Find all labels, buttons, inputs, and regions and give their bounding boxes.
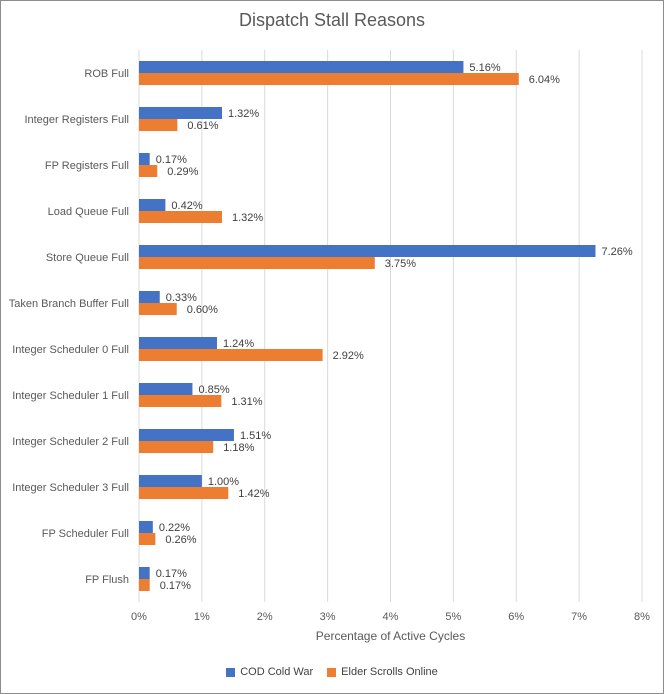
bar-cod bbox=[139, 567, 150, 579]
x-tick-label: 5% bbox=[445, 611, 461, 623]
data-label: 0.22% bbox=[159, 522, 190, 534]
bar-eso bbox=[139, 73, 519, 85]
data-label: 0.85% bbox=[198, 384, 229, 396]
x-tick-label: 0% bbox=[131, 611, 147, 623]
x-axis-label: Percentage of Active Cycles bbox=[315, 629, 466, 643]
category-label: FP Scheduler Full bbox=[42, 528, 129, 540]
bar-cod bbox=[139, 199, 166, 211]
bar-eso bbox=[139, 349, 323, 361]
legend-item-eso: Elder Scrolls Online bbox=[327, 666, 438, 678]
x-tick-label: 1% bbox=[194, 611, 210, 623]
bar-cod bbox=[139, 107, 222, 119]
bar-eso bbox=[139, 303, 177, 315]
bar-cod bbox=[139, 383, 193, 395]
x-tick-label: 3% bbox=[320, 611, 336, 623]
x-tick-label: 6% bbox=[508, 611, 524, 623]
data-label: 0.61% bbox=[187, 120, 218, 132]
data-label: 0.17% bbox=[156, 568, 187, 580]
data-label: 1.51% bbox=[240, 430, 271, 442]
x-tick-label: 2% bbox=[257, 611, 273, 623]
data-label: 0.42% bbox=[171, 200, 202, 212]
data-label: 1.00% bbox=[208, 476, 239, 488]
legend-swatch-eso bbox=[327, 667, 337, 677]
data-label: 1.32% bbox=[232, 212, 263, 224]
legend-item-cod: COD Cold War bbox=[226, 666, 313, 678]
bar-cod bbox=[139, 245, 596, 257]
data-label: 0.26% bbox=[165, 534, 196, 546]
legend: COD Cold War Elder Scrolls Online bbox=[0, 666, 664, 678]
bar-eso bbox=[139, 395, 222, 407]
bar-eso bbox=[139, 119, 178, 131]
bar-cod bbox=[139, 61, 464, 73]
bar-cod bbox=[139, 153, 150, 165]
bar-eso bbox=[139, 487, 229, 499]
data-label: 0.29% bbox=[167, 166, 198, 178]
x-tick-label: 8% bbox=[634, 611, 650, 623]
data-label: 1.31% bbox=[231, 396, 262, 408]
data-label: 1.32% bbox=[228, 108, 259, 120]
bar-eso bbox=[139, 257, 375, 269]
category-label: Store Queue Full bbox=[46, 252, 129, 264]
bar-eso bbox=[139, 165, 158, 177]
data-label: 3.75% bbox=[385, 258, 416, 270]
category-label: Load Queue Full bbox=[48, 206, 129, 218]
category-label: Integer Scheduler 1 Full bbox=[12, 390, 129, 402]
bar-cod bbox=[139, 521, 153, 533]
data-label: 0.60% bbox=[187, 304, 218, 316]
data-label: 0.17% bbox=[156, 154, 187, 166]
data-label: 1.24% bbox=[223, 338, 254, 350]
category-label: Integer Scheduler 3 Full bbox=[12, 482, 129, 494]
category-label: Integer Registers Full bbox=[24, 114, 129, 126]
category-label: FP Flush bbox=[85, 574, 129, 586]
chart-title: Dispatch Stall Reasons bbox=[238, 10, 426, 30]
x-tick-label: 7% bbox=[571, 611, 587, 623]
category-label: FP Registers Full bbox=[45, 160, 129, 172]
legend-label-cod: COD Cold War bbox=[240, 666, 314, 678]
category-label: Integer Scheduler 2 Full bbox=[12, 436, 129, 448]
data-label: 1.18% bbox=[223, 442, 254, 454]
bar-eso bbox=[139, 441, 214, 453]
category-label: Integer Scheduler 0 Full bbox=[12, 344, 129, 356]
bar-eso bbox=[139, 579, 150, 591]
x-tick-label: 4% bbox=[383, 611, 399, 623]
data-label: 2.92% bbox=[333, 350, 364, 362]
data-label: 5.16% bbox=[469, 62, 500, 74]
legend-swatch-cod bbox=[226, 667, 236, 677]
data-label: 6.04% bbox=[529, 74, 560, 86]
category-label: Taken Branch Buffer Full bbox=[9, 298, 129, 310]
bar-cod bbox=[139, 429, 234, 441]
bar-eso bbox=[139, 211, 222, 223]
data-label: 0.17% bbox=[160, 580, 191, 592]
bar-eso bbox=[139, 533, 156, 545]
bar-cod bbox=[139, 291, 160, 303]
data-label: 0.33% bbox=[166, 292, 197, 304]
bar-cod bbox=[139, 475, 202, 487]
bar-cod bbox=[139, 337, 217, 349]
legend-label-eso: Elder Scrolls Online bbox=[341, 666, 438, 678]
data-label: 1.42% bbox=[238, 488, 269, 500]
data-label: 7.26% bbox=[601, 246, 632, 258]
category-label: ROB Full bbox=[84, 68, 129, 80]
